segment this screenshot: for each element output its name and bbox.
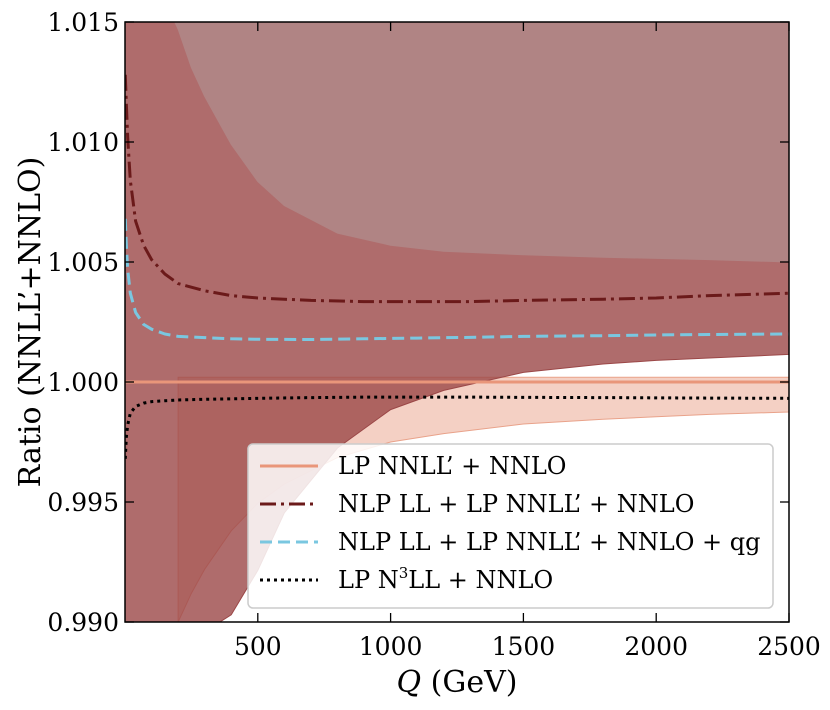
- x-tick-label: 1500: [492, 632, 556, 661]
- series-line-2: [125, 218, 789, 342]
- legend-label-text: LP NNLL’ + NNLO: [338, 452, 566, 480]
- legend-box: [247, 443, 774, 609]
- y-tick-label: 1.015: [47, 8, 119, 37]
- x-axis-label: Q (GeV): [397, 665, 518, 700]
- legend-label-0: LP NNLL’ + NNLO: [338, 452, 566, 480]
- x-tick-label: 2000: [624, 632, 688, 661]
- band-2: [174, 22, 789, 263]
- legend-label-2: NLP LL + LP NNLL’ + NNLO + qg: [338, 528, 761, 556]
- y-tick-label: 1.010: [47, 128, 119, 157]
- legend-label-text: NLP LL + LP NNLL’ + NNLO + qg: [338, 528, 761, 556]
- x-axis-label-symbol: Q: [397, 665, 422, 700]
- legend-label-superscript: 3: [399, 564, 409, 582]
- y-tick-label: 0.990: [47, 608, 119, 637]
- legend-label-text: LP N: [338, 566, 399, 594]
- series-line-1: [125, 74, 789, 304]
- y-tick-label: 1.005: [47, 248, 119, 277]
- legend: LP NNLL’ + NNLO NLP LL + LP NNLL’ + NNLO N…: [247, 443, 774, 609]
- plot-frame: [124, 21, 790, 623]
- legend-label-1: NLP LL + LP NNLL’ + NNLO: [338, 490, 694, 518]
- legend-label-text-after: LL + NNLO: [408, 566, 553, 594]
- x-tick-label: 1000: [359, 632, 423, 661]
- x-tick-label: 500: [234, 632, 282, 661]
- axes: 500 1000 1500 2000 2500 0.990 0.995 1.000 1.005 1…: [13, 8, 821, 700]
- y-tick-label: 1.000: [47, 368, 119, 397]
- legend-label-text: NLP LL + LP NNLL’ + NNLO: [338, 490, 694, 518]
- x-axis-label-unit: (GeV): [421, 665, 517, 700]
- y-tick-label: 0.995: [47, 488, 119, 517]
- x-tick-label: 2500: [757, 632, 821, 661]
- legend-label-3: LP N3LL + NNLO: [338, 564, 553, 594]
- y-axis-label: Ratio (NNLL’+NNLO): [13, 157, 48, 488]
